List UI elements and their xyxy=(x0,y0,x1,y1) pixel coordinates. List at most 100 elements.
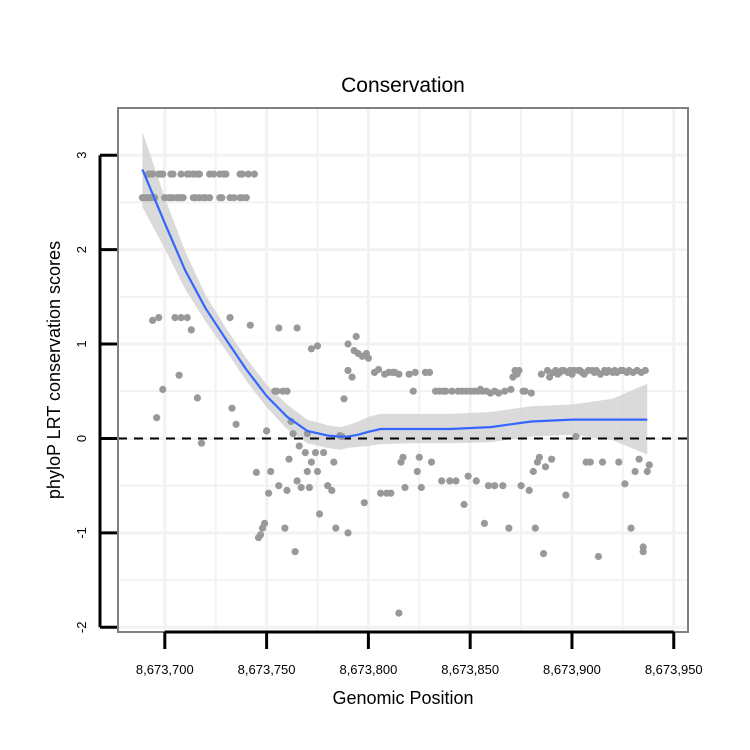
y-tick-label: 0 xyxy=(74,435,89,442)
data-point xyxy=(171,314,179,322)
data-point xyxy=(281,524,289,532)
data-point xyxy=(562,491,570,499)
data-point xyxy=(505,524,513,532)
data-point xyxy=(507,385,515,393)
data-point xyxy=(525,486,533,494)
confidence-band xyxy=(142,131,648,455)
data-point xyxy=(313,342,322,350)
data-point xyxy=(206,194,214,202)
data-point xyxy=(546,373,554,381)
data-point xyxy=(464,472,472,480)
data-point xyxy=(641,366,649,375)
data-point xyxy=(293,477,301,485)
data-point xyxy=(572,433,580,441)
data-point xyxy=(320,449,328,457)
data-point xyxy=(541,463,550,471)
x-axis: 8,673,700 8,673,750 8,673,800 8,673,850 8,67… xyxy=(136,630,703,677)
x-tick-label: 8,673,700 xyxy=(136,662,194,677)
data-point xyxy=(417,483,425,492)
data-point xyxy=(149,316,157,324)
data-point xyxy=(472,477,480,485)
data-point xyxy=(297,483,305,492)
x-tick-label: 8,673,950 xyxy=(645,662,703,677)
data-point xyxy=(635,455,643,463)
data-point xyxy=(395,609,403,617)
data-point xyxy=(448,387,456,395)
data-point xyxy=(515,366,523,375)
x-axis-title: Genomic Position xyxy=(332,688,473,708)
data-point xyxy=(177,170,185,178)
data-point xyxy=(501,387,509,395)
data-point xyxy=(491,482,499,490)
data-point xyxy=(499,482,507,490)
data-point xyxy=(265,489,273,497)
chart-title: Conservation xyxy=(341,74,465,97)
data-point xyxy=(521,387,529,395)
data-point xyxy=(256,531,265,539)
data-point xyxy=(615,458,623,466)
x-tick-label: 8,673,850 xyxy=(441,662,499,677)
data-point xyxy=(261,519,269,528)
data-point xyxy=(195,170,203,178)
data-point xyxy=(169,170,177,178)
data-point xyxy=(543,366,552,375)
data-point xyxy=(415,453,423,461)
data-point xyxy=(242,194,250,202)
data-point xyxy=(375,365,383,374)
data-point xyxy=(405,370,413,378)
data-point xyxy=(344,366,352,375)
data-point xyxy=(328,486,336,494)
data-point xyxy=(531,524,539,532)
data-point xyxy=(330,458,338,466)
data-point xyxy=(197,439,206,447)
data-point xyxy=(594,552,603,561)
data-point xyxy=(275,324,283,332)
data-point xyxy=(230,194,238,202)
data-point xyxy=(324,482,332,490)
data-point xyxy=(364,354,372,362)
data-point xyxy=(340,395,348,403)
data-point xyxy=(293,324,301,332)
data-point xyxy=(263,427,271,435)
data-point xyxy=(537,370,546,378)
data-point xyxy=(352,332,360,341)
data-point xyxy=(332,524,340,532)
x-tick-label: 8,673,750 xyxy=(238,662,296,677)
data-point xyxy=(155,314,163,322)
data-point xyxy=(586,458,594,466)
data-point xyxy=(232,420,240,428)
y-tick-label: -2 xyxy=(74,622,89,634)
data-point xyxy=(484,482,493,490)
data-point xyxy=(411,368,419,376)
data-point xyxy=(267,467,275,476)
data-point xyxy=(480,519,488,528)
data-point xyxy=(621,480,629,488)
data-point xyxy=(307,458,315,466)
data-point xyxy=(273,387,281,395)
data-point xyxy=(631,467,639,476)
y-axis-title: phyloP LRT conservation scores xyxy=(44,241,64,499)
y-tick-label: 3 xyxy=(74,152,89,159)
data-point xyxy=(387,489,395,497)
x-tick-label: 8,673,800 xyxy=(339,662,397,677)
data-point xyxy=(446,477,454,485)
data-point xyxy=(301,449,309,457)
data-point xyxy=(645,461,653,469)
data-point xyxy=(177,314,185,322)
data-point xyxy=(295,442,303,450)
data-point xyxy=(539,550,548,558)
data-point xyxy=(289,430,297,438)
data-point xyxy=(639,543,647,551)
data-point xyxy=(183,314,191,322)
data-point xyxy=(535,453,544,461)
data-point xyxy=(222,170,230,178)
data-point xyxy=(627,524,635,532)
data-point xyxy=(175,371,183,379)
data-point xyxy=(307,345,315,353)
data-point xyxy=(442,387,450,395)
data-point xyxy=(495,389,503,397)
data-point xyxy=(275,482,283,490)
data-point xyxy=(153,414,161,422)
plot-panel xyxy=(117,107,689,633)
